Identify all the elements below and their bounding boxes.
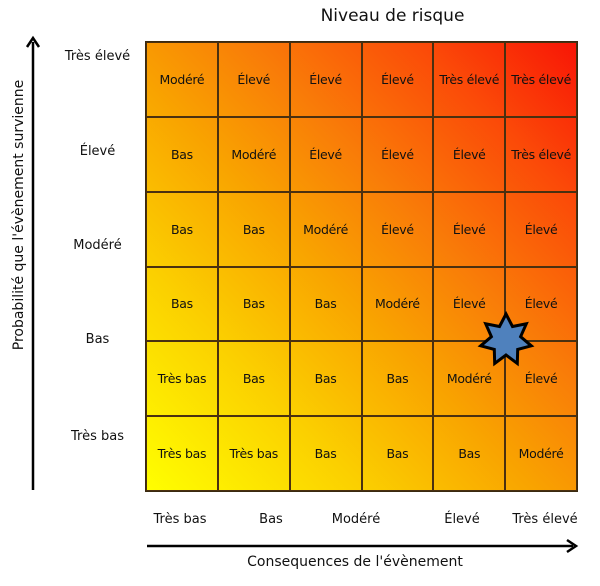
y-label: Élevé <box>79 144 116 159</box>
matrix-cell: Très élevé <box>505 116 577 192</box>
matrix-cell: Bas <box>289 266 362 342</box>
matrix-cell: Très élevé <box>433 42 506 117</box>
matrix-cell: Bas <box>361 341 434 417</box>
seven-point-star-icon <box>477 310 535 367</box>
matrix-cell: Bas <box>433 416 506 491</box>
matrix-cell: Bas <box>217 191 290 267</box>
matrix-cell: Bas <box>146 266 218 342</box>
matrix-cell: Bas <box>361 416 434 491</box>
matrix-cell: Modéré <box>505 416 577 491</box>
matrix-cell: Très bas <box>146 341 218 417</box>
matrix-cell: Très élevé <box>505 42 577 117</box>
x-label: Très bas <box>153 512 207 527</box>
y-axis-arrow <box>25 35 41 490</box>
matrix-cell: Modéré <box>361 266 434 342</box>
matrix-cell: Bas <box>289 416 362 491</box>
x-label: Élevé <box>444 512 480 527</box>
x-label: Modéré <box>331 512 381 527</box>
matrix-cell: Bas <box>146 116 218 192</box>
matrix-cell: Élevé <box>289 42 362 117</box>
matrix-cell: Bas <box>146 191 218 267</box>
matrix-cell: Élevé <box>433 266 506 342</box>
risk-matrix: Modéré Élevé Élevé Élevé Très élevé Très élev… <box>145 41 578 492</box>
matrix-cell: Élevé <box>361 42 434 117</box>
matrix-cell: Modéré <box>433 341 506 417</box>
y-label: Modéré <box>73 238 122 253</box>
matrix-cell: Élevé <box>361 116 434 192</box>
x-axis-arrow <box>147 538 579 554</box>
matrix-cell: Élevé <box>505 341 577 417</box>
matrix-cell: Élevé <box>505 266 577 342</box>
matrix-cell: Bas <box>217 266 290 342</box>
matrix-cell: Très bas <box>146 416 218 491</box>
chart-title: Niveau de risque <box>320 6 465 26</box>
y-label: Très élevé <box>64 49 131 64</box>
x-label: Très élevé <box>512 512 578 527</box>
y-label: Bas <box>85 332 110 347</box>
matrix-cell: Élevé <box>289 116 362 192</box>
matrix-cell: Bas <box>289 341 362 417</box>
matrix-cell: Modéré <box>217 116 290 192</box>
matrix-cell: Bas <box>217 341 290 417</box>
matrix-cell: Élevé <box>217 42 290 117</box>
matrix-cell: Modéré <box>289 191 362 267</box>
y-label: Très bas <box>71 429 124 444</box>
x-axis-title: Consequences de l'évènement <box>247 554 463 570</box>
matrix-cell: Élevé <box>433 116 506 192</box>
matrix-cell: Très bas <box>217 416 290 491</box>
matrix-cell: Élevé <box>433 191 506 267</box>
matrix-cell: Élevé <box>361 191 434 267</box>
matrix-cell: Élevé <box>505 191 577 267</box>
matrix-cell: Modéré <box>146 42 218 117</box>
x-label: Bas <box>259 512 283 527</box>
